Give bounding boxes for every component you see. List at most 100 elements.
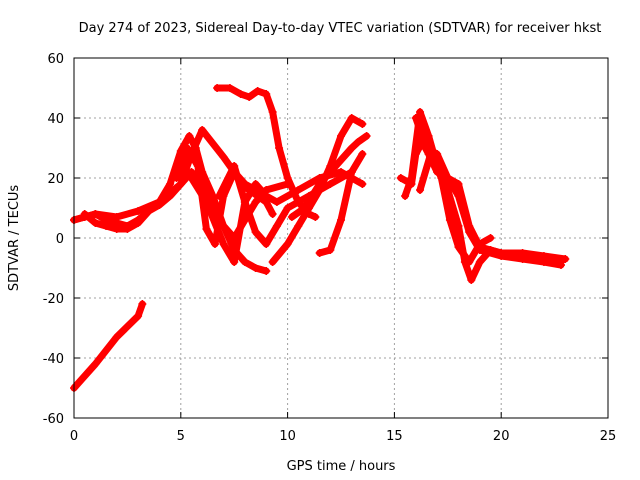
data-point-arc-j [354,138,363,146]
data-point-arc-m [416,108,425,116]
data-point-arc-k [337,216,345,224]
data-point-arc-d [123,225,132,233]
data-point-arc-g [272,222,281,230]
data-point-arc-o [518,255,527,263]
y-tick-label: -60 [43,412,64,427]
data-point-arc-b [198,126,207,134]
data-point-arc-g [283,204,292,212]
data-point-arc-i [294,222,303,230]
data-point-arc-m [467,276,476,284]
data-point-arc-d [112,225,121,233]
y-tick-label: 40 [47,112,64,127]
data-point-arc-f [202,198,211,206]
data-point-arc-g [262,240,271,248]
data-point-arc-d [155,201,164,209]
x-tick-label: 20 [493,429,510,444]
series-layer [70,84,570,392]
data-point-arc-i [337,132,345,140]
data-point-arc-m [475,258,484,266]
data-point-arc-j [326,168,335,176]
data-point-arc-i [347,114,356,122]
data-point-arc-j [287,213,296,221]
data-point-arc-c [91,210,100,218]
data-point-arc-f [219,240,228,248]
data-point-arc-e [193,162,202,170]
y-axis-label: SDTVAR / TECUs [7,185,22,292]
series-arc-a [70,300,146,392]
data-point-arc-h [262,90,271,98]
data-point-arc-e [183,144,192,152]
grid [74,58,608,418]
data-point-arc-d [91,219,100,227]
data-point-arc-m [424,132,433,140]
data-point-arc-n [416,186,425,194]
y-tick-label: -20 [43,292,64,307]
data-point-arc-f [187,174,196,182]
data-point-arc-i [358,120,367,128]
data-point-arc-f [358,180,367,188]
data-point-arc-c [185,132,194,140]
data-point-arc-j [362,132,371,140]
data-point-arc-h [253,87,262,95]
data-point-arc-c [240,258,249,266]
data-point-arc-g [251,228,260,236]
data-point-arc-k [326,246,335,254]
series-arc-j [288,132,371,221]
y-tick-label: 60 [47,52,64,67]
data-point-arc-j [315,180,324,188]
data-point-arc-h [275,144,284,152]
data-point-arc-g [240,198,249,206]
data-point-arc-o [497,252,506,260]
data-point-arc-h [268,108,277,116]
data-point-arc-e [268,210,277,218]
y-tick-label: -40 [43,352,64,367]
data-point-arc-c [251,264,260,272]
data-point-arc-d [144,207,153,215]
data-point-arc-c [166,180,175,188]
data-point-arc-d [80,210,89,218]
x-tick-label: 5 [177,429,185,444]
data-point-arc-a [138,300,147,308]
data-point-arc-h [311,213,320,221]
x-tick-label: 15 [386,429,403,444]
data-point-arc-f [272,198,281,206]
series-arc-h [213,84,319,221]
data-point-arc-i [268,258,277,266]
data-point-arc-o [454,192,463,200]
data-point-arc-h [213,84,222,92]
y-tick-label: 20 [47,172,64,187]
data-point-arc-d [166,192,175,200]
data-point-arc-l [396,174,405,182]
data-point-arc-o [422,144,431,152]
data-point-arc-g [326,180,335,188]
data-point-arc-e [210,240,219,248]
data-point-arc-j [337,156,345,164]
data-point-arc-l [454,180,463,188]
data-point-arc-n [454,243,463,251]
data-point-arc-a [134,312,143,320]
data-point-arc-o [411,114,420,122]
data-point-arc-d [102,222,111,230]
data-point-arc-j [347,144,356,152]
x-tick-label: 10 [279,429,296,444]
data-point-arc-m [401,192,410,200]
data-point-arc-o [465,228,474,236]
data-point-arc-h [245,93,254,101]
data-point-arc-n [465,258,474,266]
data-point-arc-k [358,150,367,158]
data-point-arc-g [215,192,224,200]
data-point-arc-g [230,162,239,170]
ticks: 0 5 10 15 20 25 -60 -40 -20 0 20 40 60 [43,52,617,444]
data-point-arc-o [475,246,484,254]
data-point-arc-k [315,249,324,257]
data-point-arc-o [557,261,566,269]
data-point-arc-d [176,180,185,188]
data-point-arc-d [251,198,260,206]
data-point-arc-o [433,150,442,158]
x-tick-label: 25 [600,429,617,444]
y-tick-label: 0 [56,232,64,247]
data-point-arc-a [112,333,121,341]
data-point-arc-o [443,174,452,182]
data-point-arc-j [300,204,309,212]
data-point-arc-h [283,174,292,182]
